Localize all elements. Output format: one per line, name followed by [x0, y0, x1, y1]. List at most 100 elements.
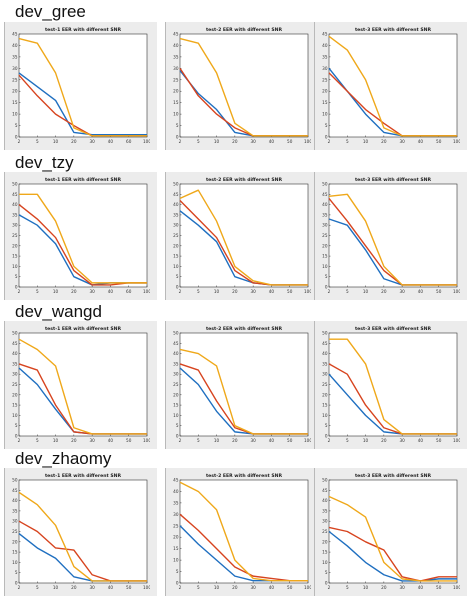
- x-tick-label: 20: [381, 585, 387, 590]
- x-tick-label: 40: [108, 438, 114, 443]
- y-tick-label: 35: [173, 54, 179, 59]
- y-tick-label: 35: [173, 361, 179, 366]
- x-tick-label: 30: [89, 139, 95, 144]
- x-tick-label: 20: [232, 585, 238, 590]
- x-tick-label: 10: [53, 289, 59, 294]
- y-tick-label: 10: [322, 413, 328, 418]
- x-tick-label: 30: [89, 585, 95, 590]
- y-tick-label: 25: [173, 382, 179, 387]
- chart-12: test-3 EER with different SNR05101520253…: [322, 473, 460, 590]
- x-tick-label: 40: [108, 289, 114, 294]
- y-tick-label: 50: [173, 182, 179, 187]
- y-tick-label: 0: [15, 135, 18, 140]
- chart-4: test-1 EER with different SNR05101520253…: [12, 177, 150, 294]
- x-tick-label: 50: [126, 438, 132, 443]
- y-tick-label: 15: [322, 403, 328, 408]
- x-tick-label: 50: [287, 438, 293, 443]
- chart-9: test-3 EER with different SNR05101520253…: [322, 326, 460, 443]
- x-tick-label: 100: [453, 585, 460, 590]
- y-tick-label: 10: [322, 560, 328, 565]
- y-tick-label: 45: [12, 341, 18, 346]
- x-tick-label: 30: [89, 438, 95, 443]
- y-tick-label: 45: [173, 32, 179, 37]
- x-tick-label: 50: [287, 585, 293, 590]
- x-tick-label: 30: [399, 139, 405, 144]
- series-line-yellow: [328, 495, 457, 582]
- chart-3: test-3 EER with different SNR05101520253…: [322, 27, 460, 144]
- y-tick-label: 45: [322, 192, 328, 197]
- y-tick-label: 45: [322, 488, 328, 493]
- y-tick-label: 15: [12, 100, 18, 105]
- y-tick-label: 5: [15, 274, 18, 279]
- y-tick-label: 45: [12, 32, 18, 37]
- y-tick-label: 25: [322, 233, 328, 238]
- x-tick-label: 60: [126, 139, 132, 144]
- x-tick-label: 20: [381, 438, 387, 443]
- y-tick-label: 30: [12, 372, 18, 377]
- chart-title: test-2 EER with different SNR: [206, 326, 283, 332]
- x-tick-label: 50: [287, 139, 293, 144]
- y-tick-label: 0: [176, 434, 179, 439]
- y-tick-label: 30: [12, 223, 18, 228]
- x-tick-label: 40: [418, 289, 424, 294]
- series-line-yellow: [18, 491, 147, 582]
- x-tick-label: 10: [53, 585, 59, 590]
- y-tick-label: 35: [322, 212, 328, 217]
- x-tick-label: 100: [304, 289, 311, 294]
- y-tick-label: 50: [322, 478, 328, 483]
- group-title-dev-wangd: dev_wangd: [15, 302, 102, 321]
- x-tick-label: 100: [453, 139, 460, 144]
- y-tick-label: 35: [12, 212, 18, 217]
- y-tick-label: 50: [12, 182, 18, 187]
- x-tick-label: 5: [346, 139, 349, 144]
- y-tick-label: 40: [322, 351, 328, 356]
- chart-title: test-3 EER with different SNR: [355, 326, 432, 332]
- y-tick-label: 30: [173, 66, 179, 71]
- y-tick-label: 35: [12, 54, 18, 59]
- y-tick-label: 15: [322, 100, 328, 105]
- y-tick-label: 20: [173, 535, 179, 540]
- y-tick-label: 35: [173, 500, 179, 505]
- chart-title: test-1 EER with different SNR: [45, 177, 122, 183]
- x-tick-label: 40: [269, 289, 275, 294]
- x-tick-label: 10: [363, 585, 369, 590]
- plot-area: [179, 33, 309, 138]
- y-tick-label: 25: [12, 77, 18, 82]
- y-tick-label: 5: [325, 274, 328, 279]
- x-tick-label: 2: [179, 289, 182, 294]
- x-tick-label: 10: [214, 585, 220, 590]
- plot-area: [179, 183, 309, 288]
- x-tick-label: 30: [399, 289, 405, 294]
- chart-title: test-3 EER with different SNR: [355, 177, 432, 183]
- x-tick-label: 5: [197, 139, 200, 144]
- y-tick-label: 0: [325, 581, 328, 586]
- series-line-yellow: [179, 348, 308, 435]
- y-tick-label: 50: [12, 331, 18, 336]
- y-tick-label: 0: [15, 434, 18, 439]
- x-tick-label: 2: [328, 585, 331, 590]
- x-tick-label: 10: [363, 139, 369, 144]
- x-tick-label: 10: [214, 438, 220, 443]
- y-tick-label: 30: [322, 66, 328, 71]
- y-tick-label: 5: [176, 123, 179, 128]
- y-tick-label: 5: [176, 569, 179, 574]
- y-tick-label: 25: [12, 233, 18, 238]
- x-tick-label: 2: [18, 289, 21, 294]
- y-tick-label: 40: [173, 43, 179, 48]
- y-tick-label: 50: [173, 331, 179, 336]
- series-line-yellow: [179, 481, 308, 582]
- y-tick-label: 10: [173, 413, 179, 418]
- y-tick-label: 20: [322, 392, 328, 397]
- y-tick-label: 25: [12, 382, 18, 387]
- series-line-yellow: [179, 189, 308, 286]
- x-tick-label: 40: [269, 139, 275, 144]
- y-tick-label: 10: [173, 558, 179, 563]
- y-tick-label: 15: [173, 546, 179, 551]
- y-tick-label: 5: [325, 423, 328, 428]
- chart-title: test-3 EER with different SNR: [355, 27, 432, 33]
- y-tick-label: 35: [322, 508, 328, 513]
- y-tick-label: 20: [173, 89, 179, 94]
- y-tick-label: 10: [12, 112, 18, 117]
- y-tick-label: 0: [176, 285, 179, 290]
- series-line-yellow: [329, 338, 457, 435]
